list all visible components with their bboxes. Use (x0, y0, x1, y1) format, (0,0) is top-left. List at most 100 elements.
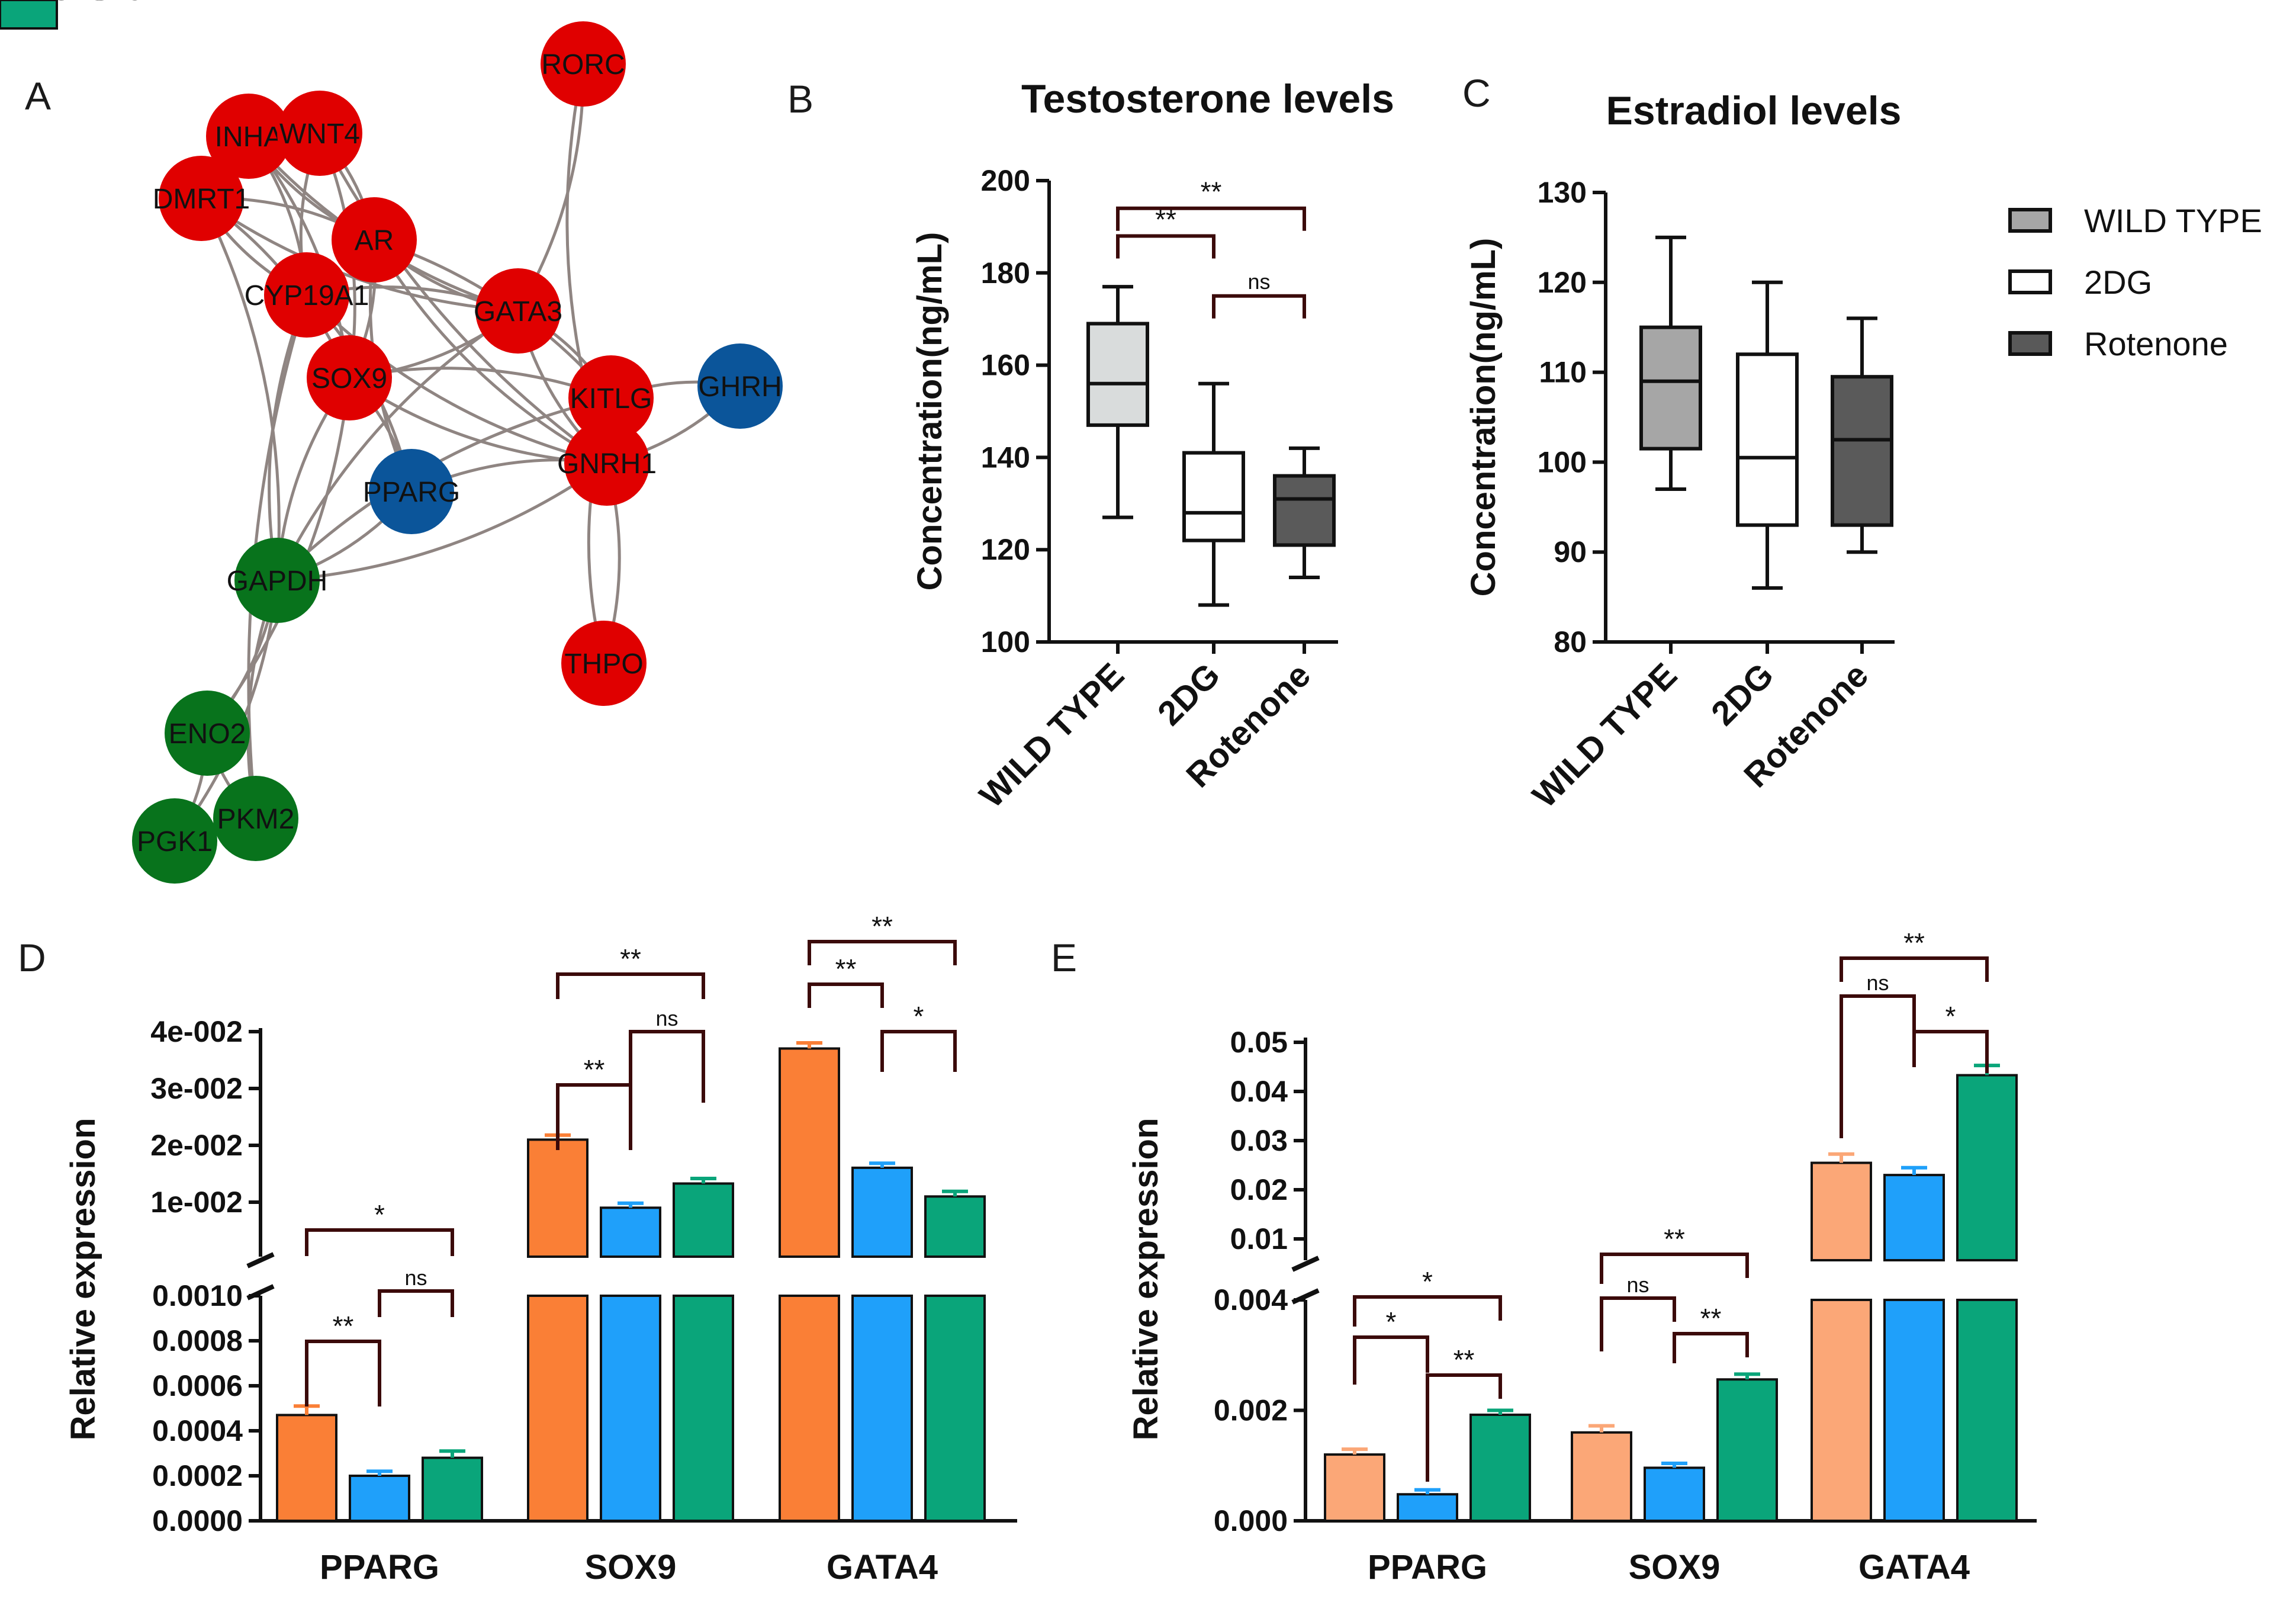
y-axis-label: Concentration(ng/mL) (1464, 238, 1503, 597)
significance-bracket (305, 1228, 454, 1256)
node-label-eno2: ENO2 (169, 718, 246, 750)
error-bar (869, 1161, 895, 1168)
node-label-ghrh: GHRH (698, 371, 782, 403)
significance-bracket (305, 1340, 381, 1407)
y-tick-label: 2e-002 (150, 1129, 243, 1162)
y-tick-label: 4e-002 (150, 1015, 243, 1048)
bar-lower-sox9-pparg (527, 1295, 589, 1522)
y-tick-label: 120 (1538, 266, 1587, 299)
node-label-pparg: PPARG (363, 477, 460, 508)
chart-title: Estradiol levels (1606, 88, 1902, 133)
significance-label: * (914, 1001, 924, 1032)
y-tick-label: 0.0006 (152, 1369, 243, 1402)
significance-label: ** (1201, 176, 1222, 207)
y-tick-label: 3e-002 (150, 1072, 243, 1105)
y-tick-label: 0.05 (1230, 1026, 1288, 1059)
y-tick-label: 160 (981, 349, 1030, 382)
node-inha (206, 94, 291, 179)
x-tick-label-pparg: PPARG (320, 1548, 439, 1587)
y-tick-label: 0.0000 (152, 1504, 243, 1537)
box-2dg (1182, 451, 1245, 542)
node-label-wnt4: WNT4 (279, 118, 360, 150)
significance-bracket (808, 982, 884, 1008)
significance-bracket (556, 972, 705, 999)
x-tick-label-2dg: 2DG (1150, 656, 1227, 733)
significance-bracket (1840, 994, 1916, 1138)
bar-gata4-rotenone (1956, 1074, 2018, 1261)
bar-gata4-rotenone (924, 1195, 986, 1258)
y-tick-label: 200 (981, 164, 1030, 197)
y-tick-label: 0.0008 (152, 1324, 243, 1357)
significance-bracket (1912, 1030, 1989, 1073)
significance-label: ** (1664, 1224, 1685, 1254)
edge-cyp19a1-gnrh1 (306, 294, 607, 465)
y-tick-label: 80 (1554, 625, 1587, 659)
significance-bracket (808, 940, 957, 965)
y-tick-label: 140 (981, 441, 1030, 474)
significance-label: ** (1454, 1344, 1475, 1375)
bar-gata4-pparg (1811, 1161, 1872, 1261)
node-gapdh (234, 538, 320, 623)
estradiol-boxplot: Estradiol levels 80 90 100 110 120 130 Concentr… (1464, 88, 2262, 815)
significance-label: * (1946, 1001, 1956, 1032)
significance-label: ** (1903, 927, 1925, 958)
node-ghrh (697, 343, 783, 429)
significance-bracket (1600, 1296, 1676, 1351)
significance-label: ** (1155, 204, 1176, 235)
significance-bracket (1116, 234, 1215, 259)
significance-label: ns (404, 1266, 427, 1290)
bar-pparg-rotenone (1469, 1413, 1531, 1522)
bar-sox9-2dg (600, 1206, 661, 1258)
error-bar (1734, 1372, 1760, 1380)
panel-label-b: B (787, 77, 813, 121)
node-label-kitlg: KITLG (570, 383, 652, 415)
y-tick-label: 0.04 (1230, 1075, 1288, 1108)
significance-label: ** (333, 1311, 354, 1341)
error-bar (1414, 1488, 1440, 1495)
legend-label-rotenone: Rotenone (2084, 325, 2228, 362)
expression-bar-chart-d: 0.0000 0.0002 0.0004 0.0006 0.0008 0.0010 1e-0… (64, 911, 1017, 1587)
significance-label: * (1386, 1306, 1397, 1337)
error-bar (1828, 1152, 1854, 1163)
node-label-sox9: SOX9 (311, 363, 387, 394)
node-label-pkm2: PKM2 (217, 804, 295, 835)
significance-label: * (1422, 1266, 1433, 1297)
y-tick-label: 0.000 (1214, 1504, 1288, 1537)
error-bar (618, 1201, 644, 1208)
legend-swatch-wild-type (2008, 208, 2052, 233)
significance-bracket (1426, 1373, 1502, 1482)
error-bar (439, 1449, 465, 1458)
bar-sox9-pparg (1571, 1431, 1632, 1523)
node-label-inha: INHA (215, 121, 283, 153)
bar-lower-gata4-2dg (1883, 1299, 1945, 1522)
x-tick-label-gata4: GATA4 (1858, 1548, 1970, 1587)
significance-bracket (1212, 294, 1306, 319)
significance-label: ** (872, 911, 893, 942)
y-tick-label: 90 (1554, 535, 1587, 569)
panel-label-a: A (25, 74, 51, 118)
significance-bracket (880, 1030, 957, 1072)
node-pgk1 (132, 798, 217, 884)
node-label-gapdh: GAPDH (227, 566, 328, 597)
significance-label: ** (620, 943, 641, 974)
y-tick-label: 100 (1538, 445, 1587, 479)
y-tick-label: 0.0004 (152, 1414, 243, 1447)
error-bar (942, 1189, 968, 1197)
y-axis-label: Relative expression (64, 1118, 102, 1441)
axis-break-mark (1291, 1255, 1320, 1272)
node-wnt4 (277, 91, 362, 176)
error-bar (796, 1041, 822, 1049)
bar-pparg-rotenone (422, 1456, 483, 1523)
significance-bracket (1353, 1295, 1502, 1327)
y-tick-label: 0.03 (1230, 1124, 1288, 1157)
significance-bracket (629, 1030, 705, 1103)
bar-lower-gata4-2dg (851, 1295, 913, 1522)
bar-pparg-pparg (1324, 1453, 1385, 1523)
legend-swatch-rotenone (0, 0, 58, 30)
node-label-rorc: RORC (541, 49, 625, 81)
bar-lower-gata4-rotenone (924, 1295, 986, 1522)
error-bar (1661, 1462, 1687, 1468)
error-bar (366, 1469, 393, 1476)
bar-sox9-rotenone (673, 1182, 734, 1258)
